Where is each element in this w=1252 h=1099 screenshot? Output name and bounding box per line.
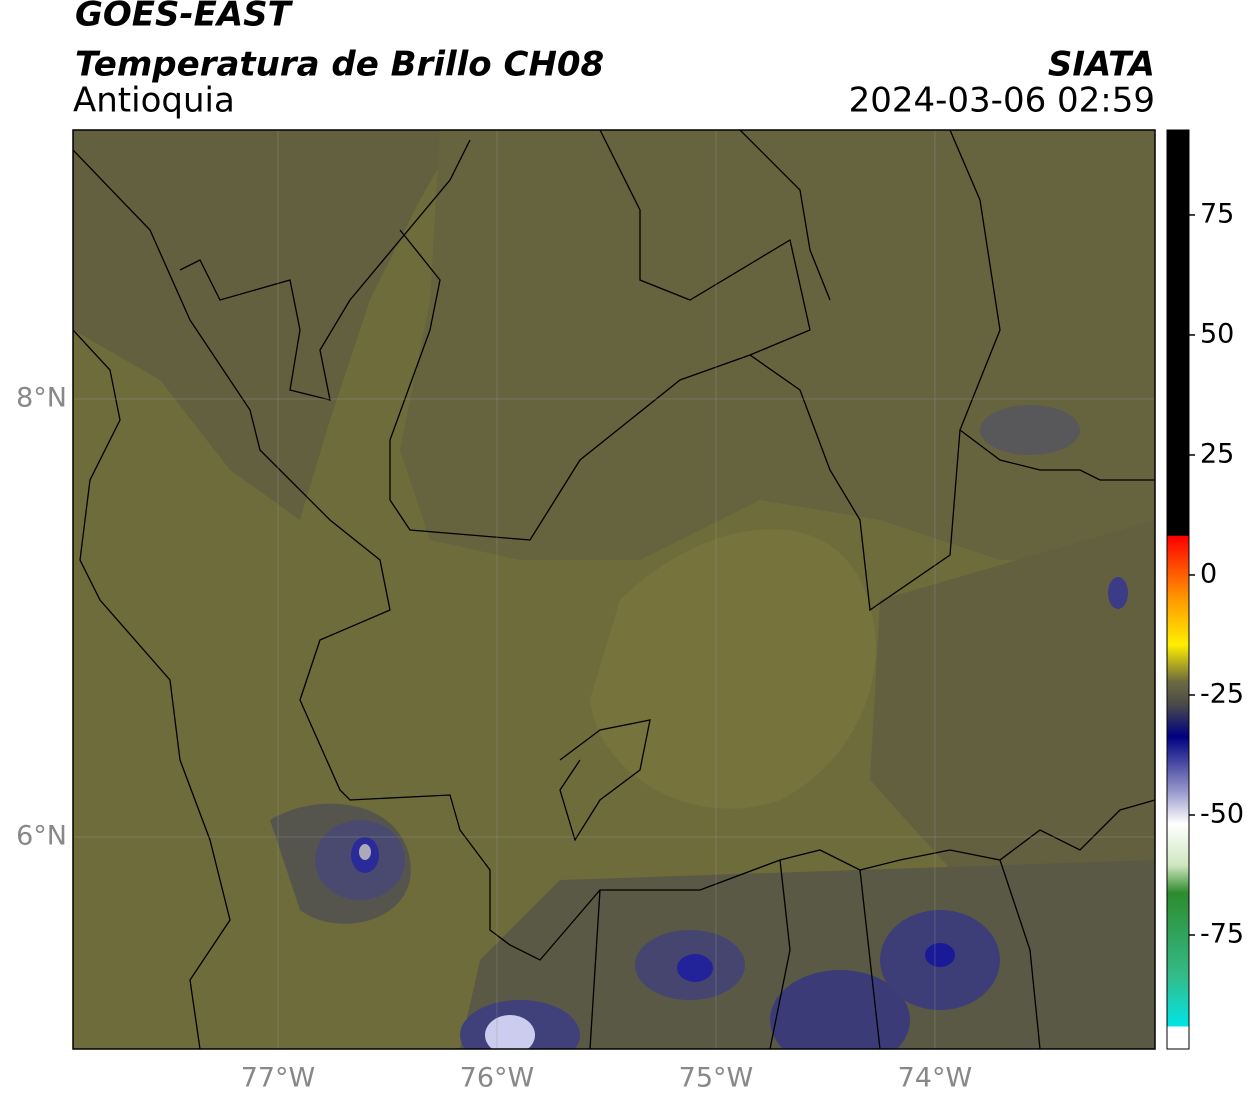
title: GOES-EAST	[75, 0, 294, 35]
region: Antioquia	[73, 81, 235, 121]
x-tick-label: 77°W	[241, 1063, 316, 1094]
x-tick-label: 76°W	[460, 1063, 535, 1094]
colorbar-tick-label: 75	[1200, 198, 1234, 229]
x-tick-label: 74°W	[898, 1063, 973, 1094]
graticule	[73, 130, 1155, 1049]
map-field	[73, 130, 1155, 1049]
x-tick-label: 75°W	[679, 1063, 754, 1094]
y-tick-label: 8°N	[16, 382, 67, 413]
colorbar-tick-label: -25	[1200, 678, 1244, 709]
y-tick-label: 6°N	[16, 820, 67, 851]
subtitle: Temperatura de Brillo CH08	[75, 45, 604, 85]
colorbar-tick-label: -50	[1200, 798, 1244, 829]
timestamp: 2024-03-06 02:59	[849, 81, 1155, 121]
colorbar-tick-label: 50	[1200, 318, 1234, 349]
colorbar-tick-label: 25	[1200, 438, 1234, 469]
colorbar-tick-label: -75	[1200, 918, 1244, 949]
source: SIATA	[1048, 45, 1155, 85]
colorbar	[1166, 129, 1190, 1050]
colorbar-tick-label: 0	[1200, 558, 1217, 589]
map-frame	[72, 129, 1156, 1050]
